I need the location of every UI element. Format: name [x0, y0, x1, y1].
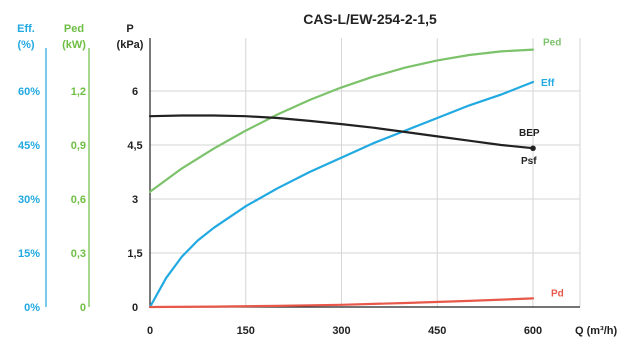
ped-tick-label: 0,3 [71, 248, 86, 260]
p-tick-label: 6 [132, 86, 138, 98]
ped-tick-label: 0,6 [71, 194, 86, 206]
eff-tick-label: 30% [18, 194, 40, 206]
eff-tick-label: 45% [18, 140, 40, 152]
p-tick-label: 1,5 [127, 248, 142, 260]
eff-tick-label: 60% [18, 86, 40, 98]
bep-point [530, 145, 536, 152]
p-axis-unit: (kPa) [117, 39, 144, 51]
p-axis-label: P [126, 23, 133, 35]
eff-tick-label: 0% [24, 302, 40, 314]
x-axis-label: Q (m³/h) [575, 325, 617, 337]
x-tick-label: 600 [524, 325, 542, 337]
series-line-eff [148, 80, 535, 309]
x-tick-label: 300 [332, 325, 350, 337]
series-label-eff: Eff [541, 78, 555, 89]
x-tick-label: 450 [428, 325, 446, 337]
series-label-pd: Pd [551, 288, 564, 299]
eff-axis-unit: (%) [17, 39, 34, 51]
p-tick-label: 3 [132, 194, 138, 206]
chart-title: CAS-L/EW-254-2-1,5 [303, 11, 437, 27]
series-group [148, 48, 535, 309]
axes: Eff. (%) Ped (kW) P (kPa) 0% 15% 30% 45% 60% 0 0,3 0,… [17, 23, 617, 337]
labels-group: Ped Eff Psf Pd BEP [519, 38, 564, 300]
eff-tick-label: 15% [18, 248, 40, 260]
ped-tick-label: 1,2 [71, 86, 86, 98]
series-label-ped: Ped [543, 38, 561, 49]
ped-axis-unit: (kW) [62, 39, 86, 51]
ped-axis-label: Ped [64, 23, 84, 35]
bep-label: BEP [519, 128, 540, 139]
ped-tick-label: 0 [80, 302, 86, 314]
series-line-ped [148, 48, 535, 193]
x-tick-label: 150 [237, 325, 255, 337]
series-line-psf [148, 114, 535, 150]
eff-axis-label: Eff. [17, 23, 35, 35]
x-tick-label: 0 [147, 325, 153, 337]
p-tick-label: 4,5 [127, 140, 142, 152]
p-tick-label: 0 [132, 302, 138, 314]
ped-tick-label: 0,9 [71, 140, 86, 152]
series-line-pd [148, 297, 535, 309]
series-label-psf: Psf [521, 156, 537, 167]
